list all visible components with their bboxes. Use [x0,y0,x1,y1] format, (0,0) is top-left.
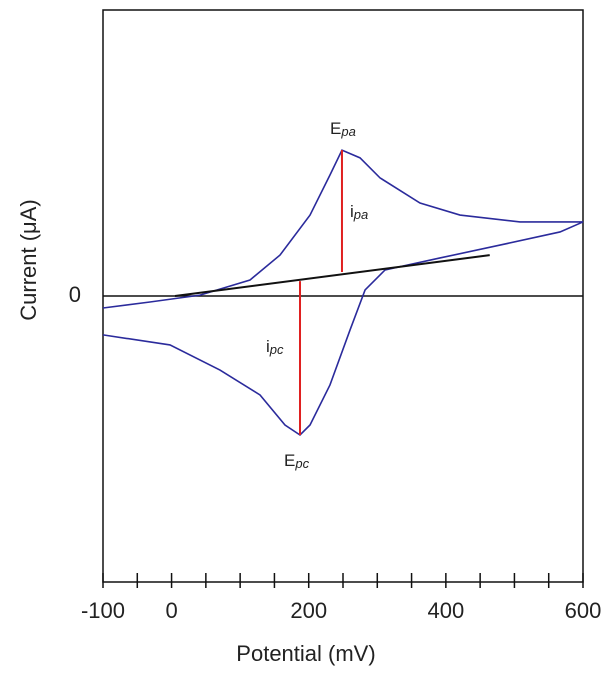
curve [174,254,490,297]
y-tick-label: 0 [69,282,81,307]
annotation-main: E [330,119,341,138]
annotation: ipa [350,202,368,222]
x-tick-label: 200 [290,598,327,623]
y-axis-label: Current (μA) [16,199,41,320]
annotation: Epa [330,119,356,139]
annotation: Epc [284,451,310,471]
x-tick-label: 0 [165,598,177,623]
x-axis-label: Potential (mV) [236,641,375,666]
annotation-sub: pc [294,456,309,471]
annotation-sub: pc [269,342,284,357]
annotation: ipc [266,337,284,357]
x-tick-label: 400 [427,598,464,623]
annotation-sub: pa [340,124,355,139]
x-tick-label: -100 [81,598,125,623]
annotation-sub: pa [353,207,368,222]
annotation-main: i [266,337,270,356]
annotation-main: E [284,451,295,470]
annotation-main: i [350,202,354,221]
curve [102,149,584,437]
x-tick-label: 600 [565,598,602,623]
